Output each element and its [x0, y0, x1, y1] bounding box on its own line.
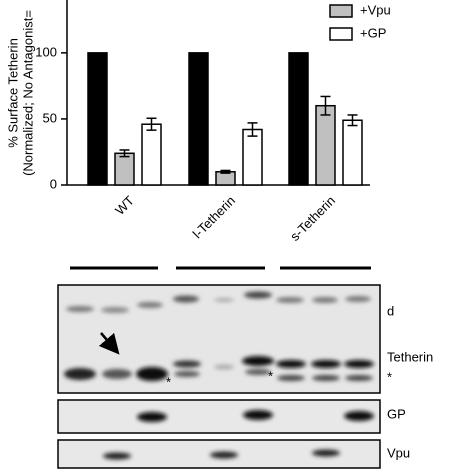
y-label-line: (Normalized; No Antagonist=: [20, 10, 35, 176]
legend-label: +GP: [360, 25, 386, 40]
y-axis-label: % Surface Tetherin (Normalized; No Antag…: [5, 10, 35, 176]
legend-swatch: [329, 27, 353, 41]
legend-label: +Vpu: [360, 2, 391, 17]
bar: [242, 128, 263, 186]
blot-label: Tetherin: [387, 349, 433, 364]
bar: [141, 123, 162, 186]
error-bar: [220, 169, 231, 174]
y-tick-label: 50: [43, 110, 57, 125]
y-label-line: % Surface Tetherin: [5, 38, 20, 148]
bar: [188, 52, 209, 186]
blot-label: Vpu: [387, 445, 410, 460]
bar: [114, 152, 135, 186]
error-bar: [320, 95, 331, 116]
x-tick-label: s-Tetherin: [287, 193, 338, 244]
bar: [288, 52, 309, 186]
bar: [87, 52, 108, 186]
x-tick-label: l-Tetherin: [190, 193, 238, 241]
error-bar: [347, 114, 358, 127]
y-tick-label: 100: [35, 44, 57, 59]
asterisk: *: [268, 368, 273, 383]
blot-panel: [57, 399, 381, 434]
bar: [342, 119, 363, 186]
blot-panel: [57, 439, 381, 469]
bar: [315, 104, 336, 186]
blot-panel: [57, 284, 381, 394]
blot-label: *: [387, 369, 392, 384]
error-bar: [247, 122, 258, 137]
blot-label: d: [387, 303, 394, 318]
blot-label: GP: [387, 406, 406, 421]
asterisk: *: [166, 374, 171, 389]
error-bar: [146, 117, 157, 131]
legend-swatch: [329, 4, 353, 18]
x-tick-label: WT: [112, 193, 137, 218]
y-tick-label: 0: [50, 176, 57, 191]
error-bar: [119, 149, 130, 158]
